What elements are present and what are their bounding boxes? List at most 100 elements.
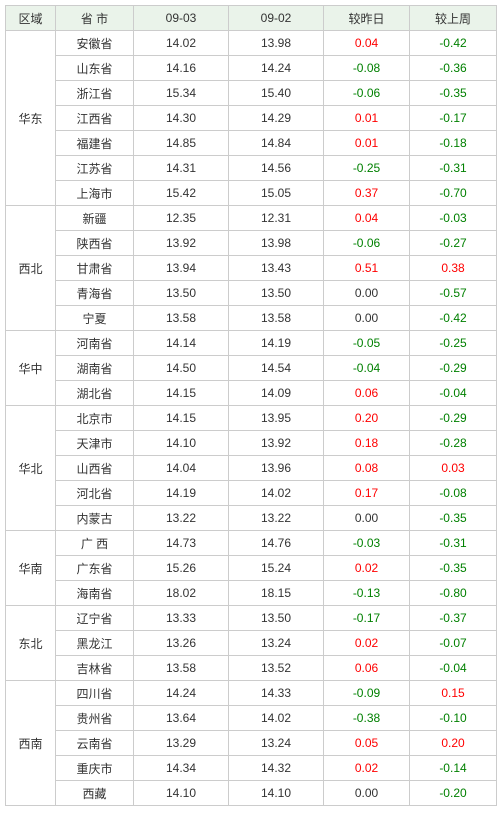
delta-yesterday: 0.05 [324, 731, 410, 756]
value-date2: 13.98 [229, 231, 324, 256]
delta-lastweek: -0.04 [410, 381, 497, 406]
value-date2: 14.84 [229, 131, 324, 156]
province-cell: 广 西 [56, 531, 134, 556]
table-row: 华中河南省14.1414.19-0.05-0.25 [6, 331, 497, 356]
delta-yesterday: 0.08 [324, 456, 410, 481]
table-row: 河北省14.1914.020.17-0.08 [6, 481, 497, 506]
table-row: 天津市14.1013.920.18-0.28 [6, 431, 497, 456]
table-row: 华南广 西14.7314.76-0.03-0.31 [6, 531, 497, 556]
delta-yesterday: 0.01 [324, 131, 410, 156]
value-date2: 14.33 [229, 681, 324, 706]
value-date1: 14.73 [134, 531, 229, 556]
value-date1: 14.30 [134, 106, 229, 131]
province-cell: 山西省 [56, 456, 134, 481]
delta-lastweek: -0.42 [410, 306, 497, 331]
delta-yesterday: 0.06 [324, 656, 410, 681]
value-date1: 14.15 [134, 381, 229, 406]
value-date1: 14.19 [134, 481, 229, 506]
delta-lastweek: -0.37 [410, 606, 497, 631]
delta-yesterday: -0.25 [324, 156, 410, 181]
table-row: 广东省15.2615.240.02-0.35 [6, 556, 497, 581]
value-date2: 18.15 [229, 581, 324, 606]
table-row: 云南省13.2913.240.050.20 [6, 731, 497, 756]
value-date2: 14.19 [229, 331, 324, 356]
delta-lastweek: -0.14 [410, 756, 497, 781]
table-row: 重庆市14.3414.320.02-0.14 [6, 756, 497, 781]
province-cell: 新疆 [56, 206, 134, 231]
delta-lastweek: -0.03 [410, 206, 497, 231]
province-cell: 内蒙古 [56, 506, 134, 531]
value-date1: 14.04 [134, 456, 229, 481]
value-date2: 15.05 [229, 181, 324, 206]
delta-yesterday: 0.04 [324, 31, 410, 56]
col-header-region: 区域 [6, 6, 56, 31]
value-date2: 12.31 [229, 206, 324, 231]
province-cell: 天津市 [56, 431, 134, 456]
value-date1: 13.64 [134, 706, 229, 731]
value-date1: 14.85 [134, 131, 229, 156]
delta-lastweek: -0.29 [410, 406, 497, 431]
value-date1: 15.26 [134, 556, 229, 581]
delta-lastweek: 0.20 [410, 731, 497, 756]
value-date2: 13.50 [229, 606, 324, 631]
value-date2: 15.24 [229, 556, 324, 581]
table-header: 区域 省 市 09-03 09-02 较昨日 较上周 [6, 6, 497, 31]
value-date2: 14.56 [229, 156, 324, 181]
col-header-date2: 09-02 [229, 6, 324, 31]
region-cell: 东北 [6, 606, 56, 681]
col-header-date1: 09-03 [134, 6, 229, 31]
col-header-province: 省 市 [56, 6, 134, 31]
delta-yesterday: 0.00 [324, 781, 410, 806]
value-date2: 13.24 [229, 731, 324, 756]
province-cell: 甘肃省 [56, 256, 134, 281]
province-cell: 黑龙江 [56, 631, 134, 656]
delta-yesterday: 0.00 [324, 506, 410, 531]
value-date2: 13.58 [229, 306, 324, 331]
table-row: 湖南省14.5014.54-0.04-0.29 [6, 356, 497, 381]
delta-lastweek: -0.80 [410, 581, 497, 606]
province-cell: 江苏省 [56, 156, 134, 181]
col-header-vs-yesterday: 较昨日 [324, 6, 410, 31]
province-cell: 海南省 [56, 581, 134, 606]
value-date1: 14.16 [134, 56, 229, 81]
table-row: 浙江省15.3415.40-0.06-0.35 [6, 81, 497, 106]
delta-lastweek: -0.57 [410, 281, 497, 306]
delta-lastweek: -0.07 [410, 631, 497, 656]
province-cell: 辽宁省 [56, 606, 134, 631]
value-date2: 14.02 [229, 706, 324, 731]
delta-lastweek: -0.36 [410, 56, 497, 81]
delta-lastweek: -0.42 [410, 31, 497, 56]
province-cell: 浙江省 [56, 81, 134, 106]
table-row: 江苏省14.3114.56-0.25-0.31 [6, 156, 497, 181]
value-date1: 14.31 [134, 156, 229, 181]
province-cell: 西藏 [56, 781, 134, 806]
value-date1: 13.26 [134, 631, 229, 656]
delta-lastweek: -0.10 [410, 706, 497, 731]
province-cell: 上海市 [56, 181, 134, 206]
delta-lastweek: -0.08 [410, 481, 497, 506]
delta-lastweek: -0.27 [410, 231, 497, 256]
value-date2: 14.76 [229, 531, 324, 556]
table-row: 陕西省13.9213.98-0.06-0.27 [6, 231, 497, 256]
province-cell: 云南省 [56, 731, 134, 756]
delta-yesterday: 0.02 [324, 631, 410, 656]
table-row: 东北辽宁省13.3313.50-0.17-0.37 [6, 606, 497, 631]
delta-lastweek: -0.18 [410, 131, 497, 156]
table-row: 华北北京市14.1513.950.20-0.29 [6, 406, 497, 431]
delta-yesterday: -0.05 [324, 331, 410, 356]
region-cell: 华东 [6, 31, 56, 206]
value-date1: 15.34 [134, 81, 229, 106]
value-date1: 12.35 [134, 206, 229, 231]
delta-yesterday: 0.37 [324, 181, 410, 206]
delta-yesterday: 0.20 [324, 406, 410, 431]
value-date1: 13.58 [134, 306, 229, 331]
value-date1: 13.94 [134, 256, 229, 281]
table-row: 湖北省14.1514.090.06-0.04 [6, 381, 497, 406]
province-cell: 江西省 [56, 106, 134, 131]
province-cell: 安徽省 [56, 31, 134, 56]
value-date2: 13.50 [229, 281, 324, 306]
value-date2: 14.29 [229, 106, 324, 131]
delta-yesterday: -0.06 [324, 231, 410, 256]
table-row: 宁夏13.5813.580.00-0.42 [6, 306, 497, 331]
value-date1: 13.22 [134, 506, 229, 531]
